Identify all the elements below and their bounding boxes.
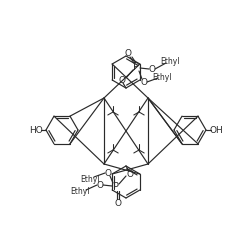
Text: O: O <box>114 198 121 207</box>
Text: Ethyl: Ethyl <box>160 57 179 65</box>
Text: O: O <box>124 49 131 58</box>
Text: O: O <box>118 75 125 84</box>
Text: HO: HO <box>29 125 43 134</box>
Text: OH: OH <box>208 125 222 134</box>
Text: O: O <box>104 169 111 178</box>
Text: O: O <box>148 64 155 73</box>
Text: P: P <box>112 182 118 192</box>
Text: O: O <box>140 77 147 86</box>
Text: P: P <box>132 62 138 72</box>
Text: O: O <box>126 170 133 179</box>
Text: Ethyl: Ethyl <box>80 175 99 184</box>
Text: Ethyl: Ethyl <box>70 187 89 196</box>
Text: O: O <box>96 181 103 189</box>
Text: Ethyl: Ethyl <box>152 72 171 81</box>
